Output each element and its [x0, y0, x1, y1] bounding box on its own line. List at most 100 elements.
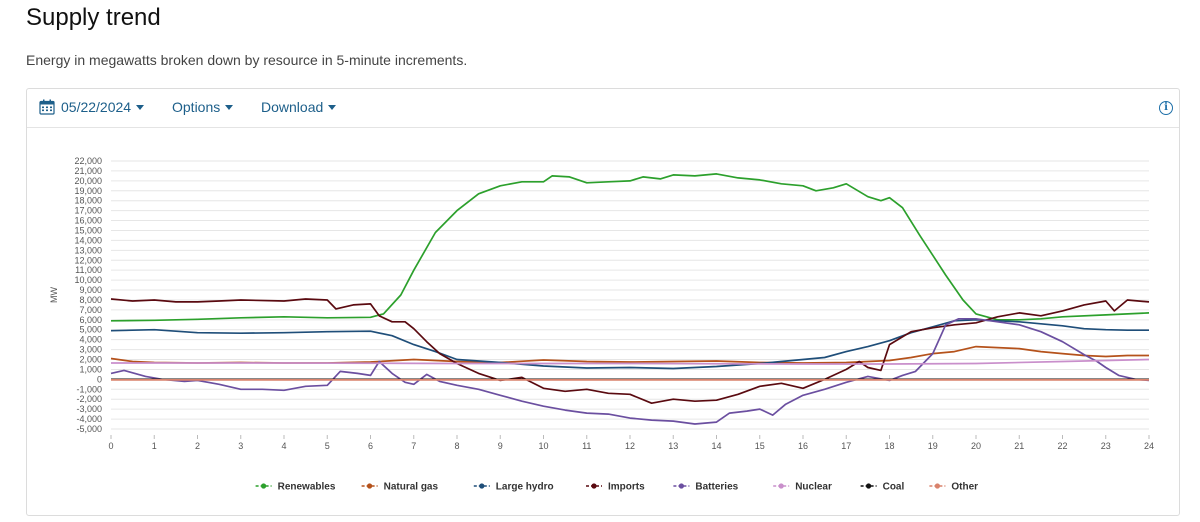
x-tick-label: 22	[1057, 441, 1067, 451]
y-tick-label: 14,000	[74, 235, 102, 245]
x-tick-label: 7	[411, 441, 416, 451]
x-tick-label: 0	[108, 441, 113, 451]
x-tick-label: 19	[928, 441, 938, 451]
series-line-renewables	[110, 173, 1150, 322]
legend-label: Batteries	[695, 482, 738, 493]
chart-series	[110, 173, 1150, 425]
y-tick-label: 3,000	[79, 345, 102, 355]
x-axis-ticks: 0 1 2 3 4 5 6 7 8 9 10 11 12 13 14 15 16 17 18 19 20 21 22 23 24	[108, 435, 1154, 451]
chevron-down-icon	[225, 105, 234, 110]
legend-marker	[367, 483, 373, 489]
page-subtitle: Energy in megawatts broken down by resou…	[26, 52, 468, 68]
y-tick-label: -3,000	[76, 404, 102, 414]
x-tick-label: 17	[841, 441, 851, 451]
y-tick-label: 7,000	[79, 305, 102, 315]
legend-label: Renewables	[278, 482, 336, 493]
y-tick-label: 2,000	[79, 355, 102, 365]
calendar-icon	[39, 99, 55, 115]
x-tick-label: 9	[498, 441, 503, 451]
x-tick-label: 14	[711, 441, 721, 451]
y-tick-label: 16,000	[74, 216, 102, 226]
y-axis-ticks: -5,000-4,000-3,000-2,000-1,00001,0002,00…	[74, 156, 102, 434]
legend-marker	[934, 483, 941, 489]
legend-label: Nuclear	[795, 482, 832, 493]
y-tick-label: 17,000	[74, 206, 102, 216]
x-tick-label: 15	[755, 441, 765, 451]
x-tick-label: 4	[281, 441, 286, 451]
legend-marker	[591, 483, 597, 489]
y-axis-label: MW	[49, 287, 59, 303]
chevron-down-icon	[136, 105, 145, 110]
y-tick-label: 1,000	[79, 364, 102, 374]
legend-marker	[778, 483, 784, 489]
series-line-natural-gas	[110, 345, 1149, 364]
x-tick-label: 8	[454, 441, 459, 451]
legend-label: Imports	[608, 482, 645, 493]
x-tick-label: 3	[238, 441, 243, 451]
download-label: Download	[261, 99, 324, 115]
x-tick-label: 10	[538, 441, 548, 451]
series-line-imports	[110, 298, 1150, 405]
legend-item-coal[interactable]: Coal	[860, 482, 905, 493]
series-line-nuclear	[111, 358, 1150, 365]
y-tick-label: 9,000	[79, 285, 102, 295]
x-tick-label: 16	[798, 441, 808, 451]
y-tick-label: -2,000	[76, 394, 102, 404]
legend-label: Other	[951, 482, 978, 493]
download-dropdown[interactable]: Download	[261, 99, 337, 115]
chart-toolbar: 05/22/2024 Options Download i	[27, 89, 1179, 128]
legend-marker	[479, 483, 485, 489]
x-tick-label: 24	[1144, 441, 1154, 451]
y-tick-label: 10,000	[74, 275, 102, 285]
y-tick-label: 5,000	[79, 325, 102, 335]
x-tick-label: 6	[368, 441, 373, 451]
legend-marker	[261, 483, 267, 489]
legend-label: Large hydro	[496, 482, 554, 493]
x-tick-label: 2	[195, 441, 200, 451]
x-tick-label: 5	[325, 441, 330, 451]
y-tick-label: -1,000	[76, 384, 102, 394]
supply-trend-chart: -5,000-4,000-3,000-2,000-1,00001,0002,00…	[49, 156, 1154, 493]
chart-card: 05/22/2024 Options Download i -5,000 -4,0…	[26, 88, 1180, 516]
chevron-down-icon	[328, 105, 337, 110]
x-tick-label: 20	[971, 441, 981, 451]
x-tick-label: 13	[668, 441, 678, 451]
x-tick-label: 23	[1101, 441, 1111, 451]
date-picker[interactable]: 05/22/2024	[39, 99, 145, 115]
legend-item-other[interactable]: Other	[929, 482, 978, 493]
legend-label: Coal	[883, 482, 905, 493]
y-tick-label: 13,000	[74, 245, 102, 255]
legend-item-natural-gas[interactable]: Natural gas	[361, 482, 439, 493]
legend-marker	[866, 483, 872, 489]
y-tick-label: 22,000	[74, 156, 102, 166]
series-line-large-hydro	[110, 318, 1149, 370]
date-label: 05/22/2024	[61, 99, 132, 115]
legend-item-batteries[interactable]: Batteries	[673, 482, 739, 493]
y-tick-label: 8,000	[79, 295, 102, 305]
legend-item-renewables[interactable]: Renewables	[255, 482, 336, 493]
x-tick-label: 21	[1014, 441, 1024, 451]
series-line-batteries	[110, 317, 1150, 425]
x-tick-label: 11	[582, 441, 591, 451]
x-tick-label: 18	[884, 441, 894, 451]
chart-legend: Renewables Natural gas Large hydro Imports B…	[255, 482, 978, 493]
y-tick-label: 18,000	[74, 196, 102, 206]
y-tick-label: 6,000	[79, 315, 102, 325]
legend-item-imports[interactable]: Imports	[586, 482, 645, 493]
y-tick-label: 4,000	[79, 335, 102, 345]
y-tick-label: 21,000	[74, 166, 102, 176]
y-tick-label: 0	[97, 374, 102, 384]
legend-item-large-hydro[interactable]: Large hydro	[473, 482, 554, 493]
y-tick-label: -4,000	[76, 414, 102, 424]
x-tick-label: 1	[152, 441, 157, 451]
y-tick-label: 12,000	[74, 255, 102, 265]
legend-item-nuclear[interactable]: Nuclear	[773, 482, 832, 493]
options-label: Options	[172, 99, 221, 115]
page-title: Supply trend	[26, 4, 161, 31]
options-dropdown[interactable]: Options	[172, 99, 234, 115]
legend-marker	[678, 483, 685, 489]
info-icon[interactable]: i	[1159, 101, 1173, 115]
y-tick-label: 11,000	[75, 265, 102, 275]
y-tick-label: 15,000	[74, 225, 102, 235]
legend-label: Natural gas	[384, 482, 439, 493]
